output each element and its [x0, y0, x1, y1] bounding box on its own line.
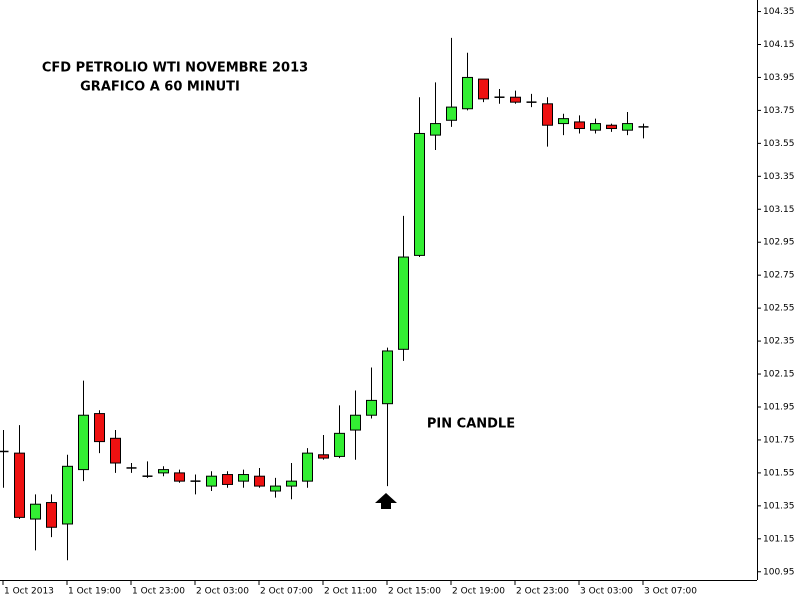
candle-body	[622, 123, 633, 131]
candle-body	[382, 350, 393, 405]
y-tick-label: 101.15	[763, 534, 795, 544]
candle-body	[46, 502, 57, 528]
candle-body	[206, 475, 217, 487]
candle-body	[590, 123, 601, 131]
candle-body	[318, 454, 329, 459]
candle-body	[542, 103, 553, 126]
candle-body	[366, 399, 377, 416]
candle-body	[254, 475, 265, 487]
candle-body	[286, 480, 297, 487]
x-tick-label: 2 Oct 03:00	[196, 587, 249, 597]
candle-body	[110, 437, 121, 464]
candle-body	[30, 503, 41, 520]
candle-body	[574, 121, 585, 130]
chart-subtitle: GRAFICO A 60 MINUTI	[80, 80, 240, 95]
candle-body	[222, 474, 233, 485]
candle-body	[174, 472, 185, 482]
y-tick-label: 101.75	[763, 435, 795, 445]
y-tick-label: 102.15	[763, 370, 795, 380]
x-tick-label: 2 Oct 07:00	[260, 587, 313, 597]
candle-body	[238, 474, 249, 482]
candle-body	[14, 452, 25, 518]
candle-body	[334, 432, 345, 457]
y-tick-label: 100.95	[763, 567, 795, 577]
y-tick-label: 103.75	[763, 106, 795, 116]
candle-body	[62, 465, 73, 525]
candle-body	[462, 76, 473, 110]
candle-body	[414, 132, 425, 256]
y-tick-label: 103.95	[763, 73, 795, 83]
y-tick-label: 101.55	[763, 468, 795, 478]
candle-body	[302, 452, 313, 482]
y-tick-label: 102.55	[763, 304, 795, 314]
x-tick-label: 2 Oct 19:00	[452, 587, 505, 597]
candle-body	[446, 106, 457, 121]
candle-body	[94, 413, 105, 443]
y-tick-label: 102.95	[763, 238, 795, 248]
candle-body	[398, 256, 409, 350]
y-tick-label: 101.35	[763, 501, 795, 511]
candle-body	[270, 485, 281, 492]
annotation: PIN CANDLE	[427, 417, 515, 432]
candle-body	[78, 414, 89, 471]
x-tick-label: 1 Oct 2013	[4, 587, 54, 597]
candle-body	[478, 78, 489, 100]
y-tick-label: 104.15	[763, 40, 795, 50]
y-tick-label: 103.35	[763, 172, 795, 182]
y-tick-label: 101.95	[763, 402, 795, 412]
y-tick-label: 103.55	[763, 139, 795, 149]
x-tick-label: 2 Oct 15:00	[388, 587, 441, 597]
x-tick-label: 1 Oct 19:00	[68, 587, 121, 597]
x-tick-label: 3 Oct 07:00	[644, 587, 697, 597]
y-tick-label: 103.15	[763, 205, 795, 215]
y-tick-label: 102.35	[763, 337, 795, 347]
y-tick-label: 104.35	[763, 7, 795, 17]
candle-body	[558, 118, 569, 125]
candle-body	[158, 469, 169, 474]
y-tick-label: 102.75	[763, 271, 795, 281]
x-tick-label: 1 Oct 23:00	[132, 587, 185, 597]
candle-body	[430, 123, 441, 136]
candle-body	[606, 124, 617, 130]
chart-title: CFD PETROLIO WTI NOVEMBRE 2013	[42, 61, 308, 76]
x-tick-label: 2 Oct 23:00	[516, 587, 569, 597]
arrow	[375, 493, 397, 509]
x-tick-label: 2 Oct 11:00	[324, 587, 377, 597]
candle-body	[510, 96, 521, 103]
x-tick-label: 3 Oct 03:00	[580, 587, 633, 597]
candle-body	[350, 414, 361, 431]
